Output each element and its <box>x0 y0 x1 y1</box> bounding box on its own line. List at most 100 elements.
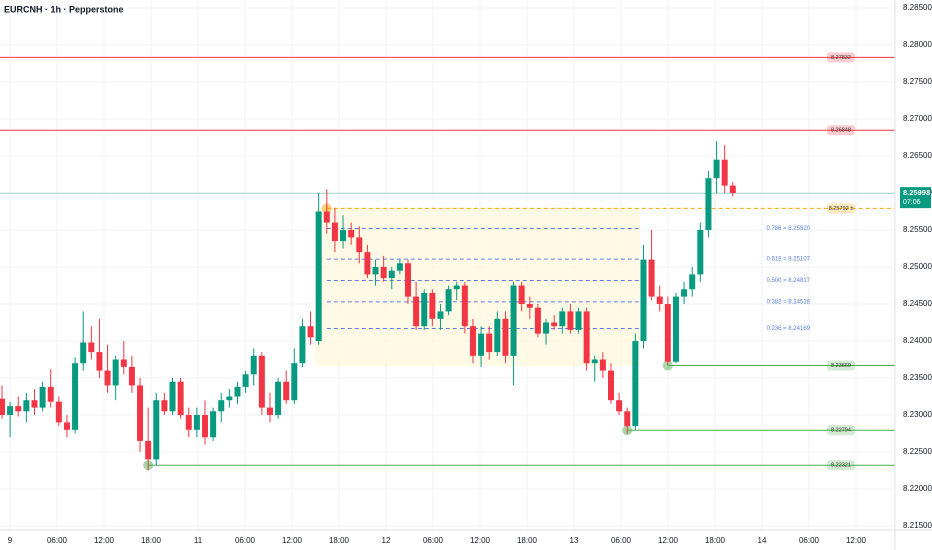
candle-body <box>721 159 728 186</box>
candle-body <box>323 211 330 223</box>
candle-body <box>567 311 574 330</box>
candle-body <box>96 352 103 371</box>
last-price-label: 8.25998 <box>903 188 930 197</box>
fib-label: 0.618 = 8.25107 <box>766 257 810 263</box>
candle-body <box>599 359 606 371</box>
level-label: 8.22794 <box>831 428 851 434</box>
candle-body <box>453 285 460 290</box>
x-tick-label: 06:00 <box>235 536 256 545</box>
level-pill <box>827 52 855 63</box>
candle-body <box>63 422 70 430</box>
candle-body <box>697 229 704 275</box>
y-tick-label: 8.21500 <box>903 521 932 530</box>
level-label: 8.22321 <box>831 463 851 469</box>
candle-body <box>729 185 736 193</box>
last-price-box <box>900 187 931 209</box>
x-tick-label: 06:00 <box>799 536 820 545</box>
y-tick-label: 8.28000 <box>903 40 932 49</box>
level-label: 8.27832 <box>831 55 851 61</box>
candle-body <box>31 400 38 408</box>
candle-body <box>396 263 403 271</box>
candle-body <box>405 263 411 297</box>
countdown-label: 07:06 <box>903 199 921 206</box>
candle-body <box>445 289 452 312</box>
candle-body <box>681 289 688 297</box>
candle-body <box>591 359 598 364</box>
candle-body <box>413 296 420 327</box>
y-tick-label: 8.25500 <box>903 225 932 234</box>
candle-body <box>421 292 428 327</box>
fib-label: 0.236 = 8.24169 <box>766 326 810 332</box>
candle-body <box>502 318 509 356</box>
y-tick-label: 8.22500 <box>903 447 932 456</box>
candle-body <box>242 374 249 387</box>
candle-body <box>55 401 62 423</box>
candle-body <box>137 385 144 441</box>
fib-zone <box>315 208 640 366</box>
candle-body <box>372 266 379 275</box>
candle-body <box>226 396 233 401</box>
candle-body <box>494 318 501 353</box>
x-tick-label: 06:00 <box>611 536 632 545</box>
y-tick-label: 8.28500 <box>903 3 932 12</box>
candles <box>0 141 736 471</box>
x-tick-label: 18:00 <box>329 536 350 545</box>
candle-body <box>429 292 436 319</box>
candle-body <box>177 381 184 416</box>
candle-body <box>15 406 22 412</box>
level-label: 8.25792 ± <box>829 206 853 212</box>
candle-body <box>112 359 119 386</box>
candle-body <box>315 211 322 341</box>
x-tick-label: 12 <box>382 536 391 545</box>
y-tick-label: 8.24000 <box>903 336 932 345</box>
fib-label: 0.500 = 8.24817 <box>766 278 810 284</box>
candle-body <box>0 398 5 416</box>
y-tick-label: 8.27000 <box>903 114 932 123</box>
level-pill <box>827 125 855 136</box>
y-tick-label: 8.26500 <box>903 151 932 160</box>
x-tick-label: 12:00 <box>94 536 115 545</box>
candle-body <box>388 270 395 279</box>
candle-body <box>608 370 614 401</box>
candle-body <box>543 322 550 334</box>
level-label: 8.23669 <box>831 363 851 369</box>
candle-body <box>202 415 208 438</box>
candle-body <box>169 381 176 412</box>
y-tick-label: 8.23000 <box>903 410 932 419</box>
y-tick-label: 8.25000 <box>903 262 932 271</box>
candle-body <box>664 303 671 362</box>
x-tick-label: 18:00 <box>705 536 726 545</box>
candle-body <box>672 296 679 362</box>
candle-body <box>193 415 200 430</box>
candle-body <box>23 400 30 412</box>
level-label: 8.26848 <box>831 128 851 134</box>
candle-body <box>218 400 225 412</box>
candle-body <box>632 340 639 427</box>
level-pill <box>827 360 855 371</box>
candle-body <box>689 274 696 290</box>
candle-body <box>185 415 192 430</box>
candle-body <box>258 355 265 408</box>
candle-body <box>486 333 493 353</box>
x-tick-label: 13 <box>570 536 579 545</box>
candle-body <box>340 229 347 242</box>
candle-body <box>705 178 712 230</box>
candle-body <box>640 259 647 341</box>
candle-body <box>526 303 533 308</box>
candle-body <box>461 285 468 327</box>
candle-body <box>291 363 298 401</box>
candle-body <box>88 342 95 353</box>
candle-body <box>356 237 363 253</box>
level-pill <box>827 425 855 436</box>
candle-body <box>478 333 485 356</box>
candle-body <box>534 307 541 334</box>
fib-label: 0.786 = 8.25520 <box>766 226 810 232</box>
candle-body <box>307 326 314 338</box>
fib-label: 0.382 = 8.24528 <box>766 300 810 306</box>
candle-body <box>469 326 476 356</box>
levels: 8.27832 8.26848 8.25792 ± 0.786 = 8.25520 0.… <box>0 52 895 471</box>
x-tick-label: 06:00 <box>423 536 444 545</box>
x-tick-label: 18:00 <box>141 536 162 545</box>
